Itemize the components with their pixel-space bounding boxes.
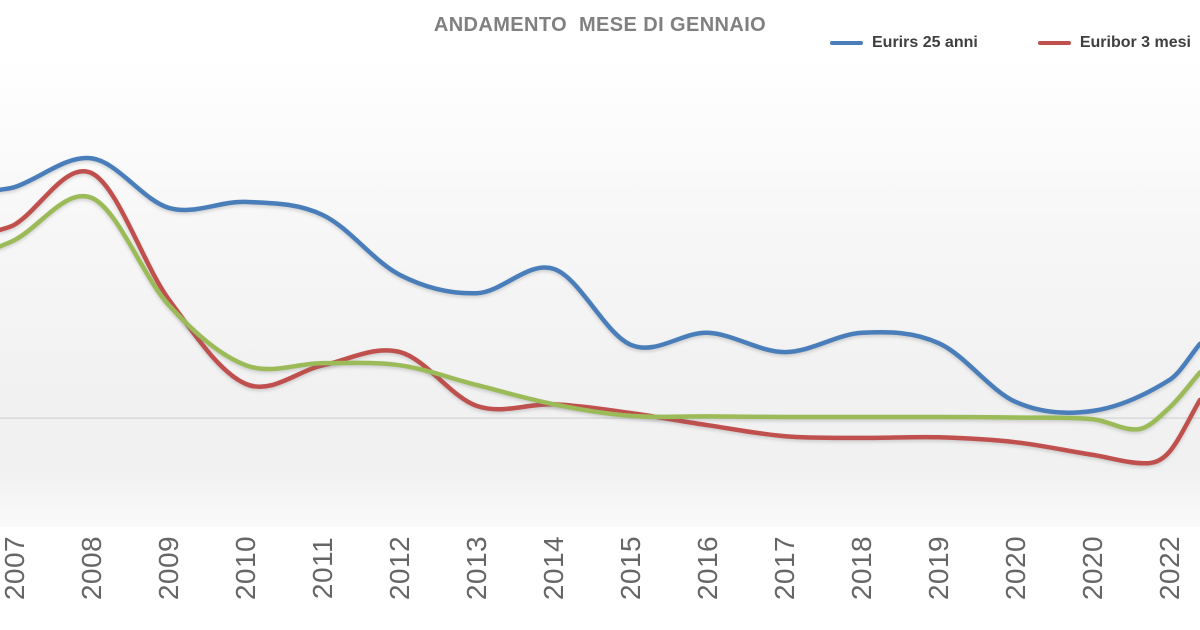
- legend-item-eurirs-25-anni: Eurirs 25 anni: [830, 34, 978, 52]
- series-line-eurirs-25-anni: [0, 155, 1200, 416]
- x-axis-label: 2020: [1077, 535, 1108, 601]
- x-axis-label: 2009: [153, 535, 184, 601]
- legend-line-swatch-blue-icon: [830, 40, 863, 46]
- legend-line-swatch-red-icon: [1037, 40, 1071, 46]
- x-axis-label: 2020: [1000, 535, 1031, 601]
- x-axis-label: 2007: [0, 535, 30, 601]
- plot-area: [0, 55, 1200, 527]
- x-axis-label: 2017: [769, 535, 800, 601]
- legend: Eurirs 25 anni Euribor 3 mesi: [830, 32, 1191, 54]
- x-axis-label: 2010: [230, 535, 261, 601]
- x-axis-label: 2019: [923, 535, 954, 601]
- legend-item-euribor-3-mesi: Euribor 3 mesi: [1037, 34, 1191, 52]
- x-axis-label: 2012: [384, 535, 415, 601]
- x-axis-label: 2016: [692, 535, 723, 601]
- x-axis-label: 2008: [76, 535, 107, 601]
- chart-title: ANDAMENTO MESE DI GENNAIO: [433, 14, 767, 36]
- x-axis-label: 2011: [307, 536, 338, 600]
- x-axis-label: 2022: [1154, 535, 1185, 601]
- series-line-euribor-3-mesi: [0, 169, 1200, 466]
- series-line-series-3: [0, 193, 1200, 432]
- x-axis-label: 2015: [615, 535, 646, 601]
- x-axis-label: 2014: [538, 535, 569, 601]
- legend-label: Eurirs 25 anni: [872, 34, 978, 51]
- x-axis-label: 2018: [846, 535, 877, 601]
- x-axis-label: 2013: [461, 535, 492, 601]
- legend-label: Euribor 3 mesi: [1079, 34, 1191, 51]
